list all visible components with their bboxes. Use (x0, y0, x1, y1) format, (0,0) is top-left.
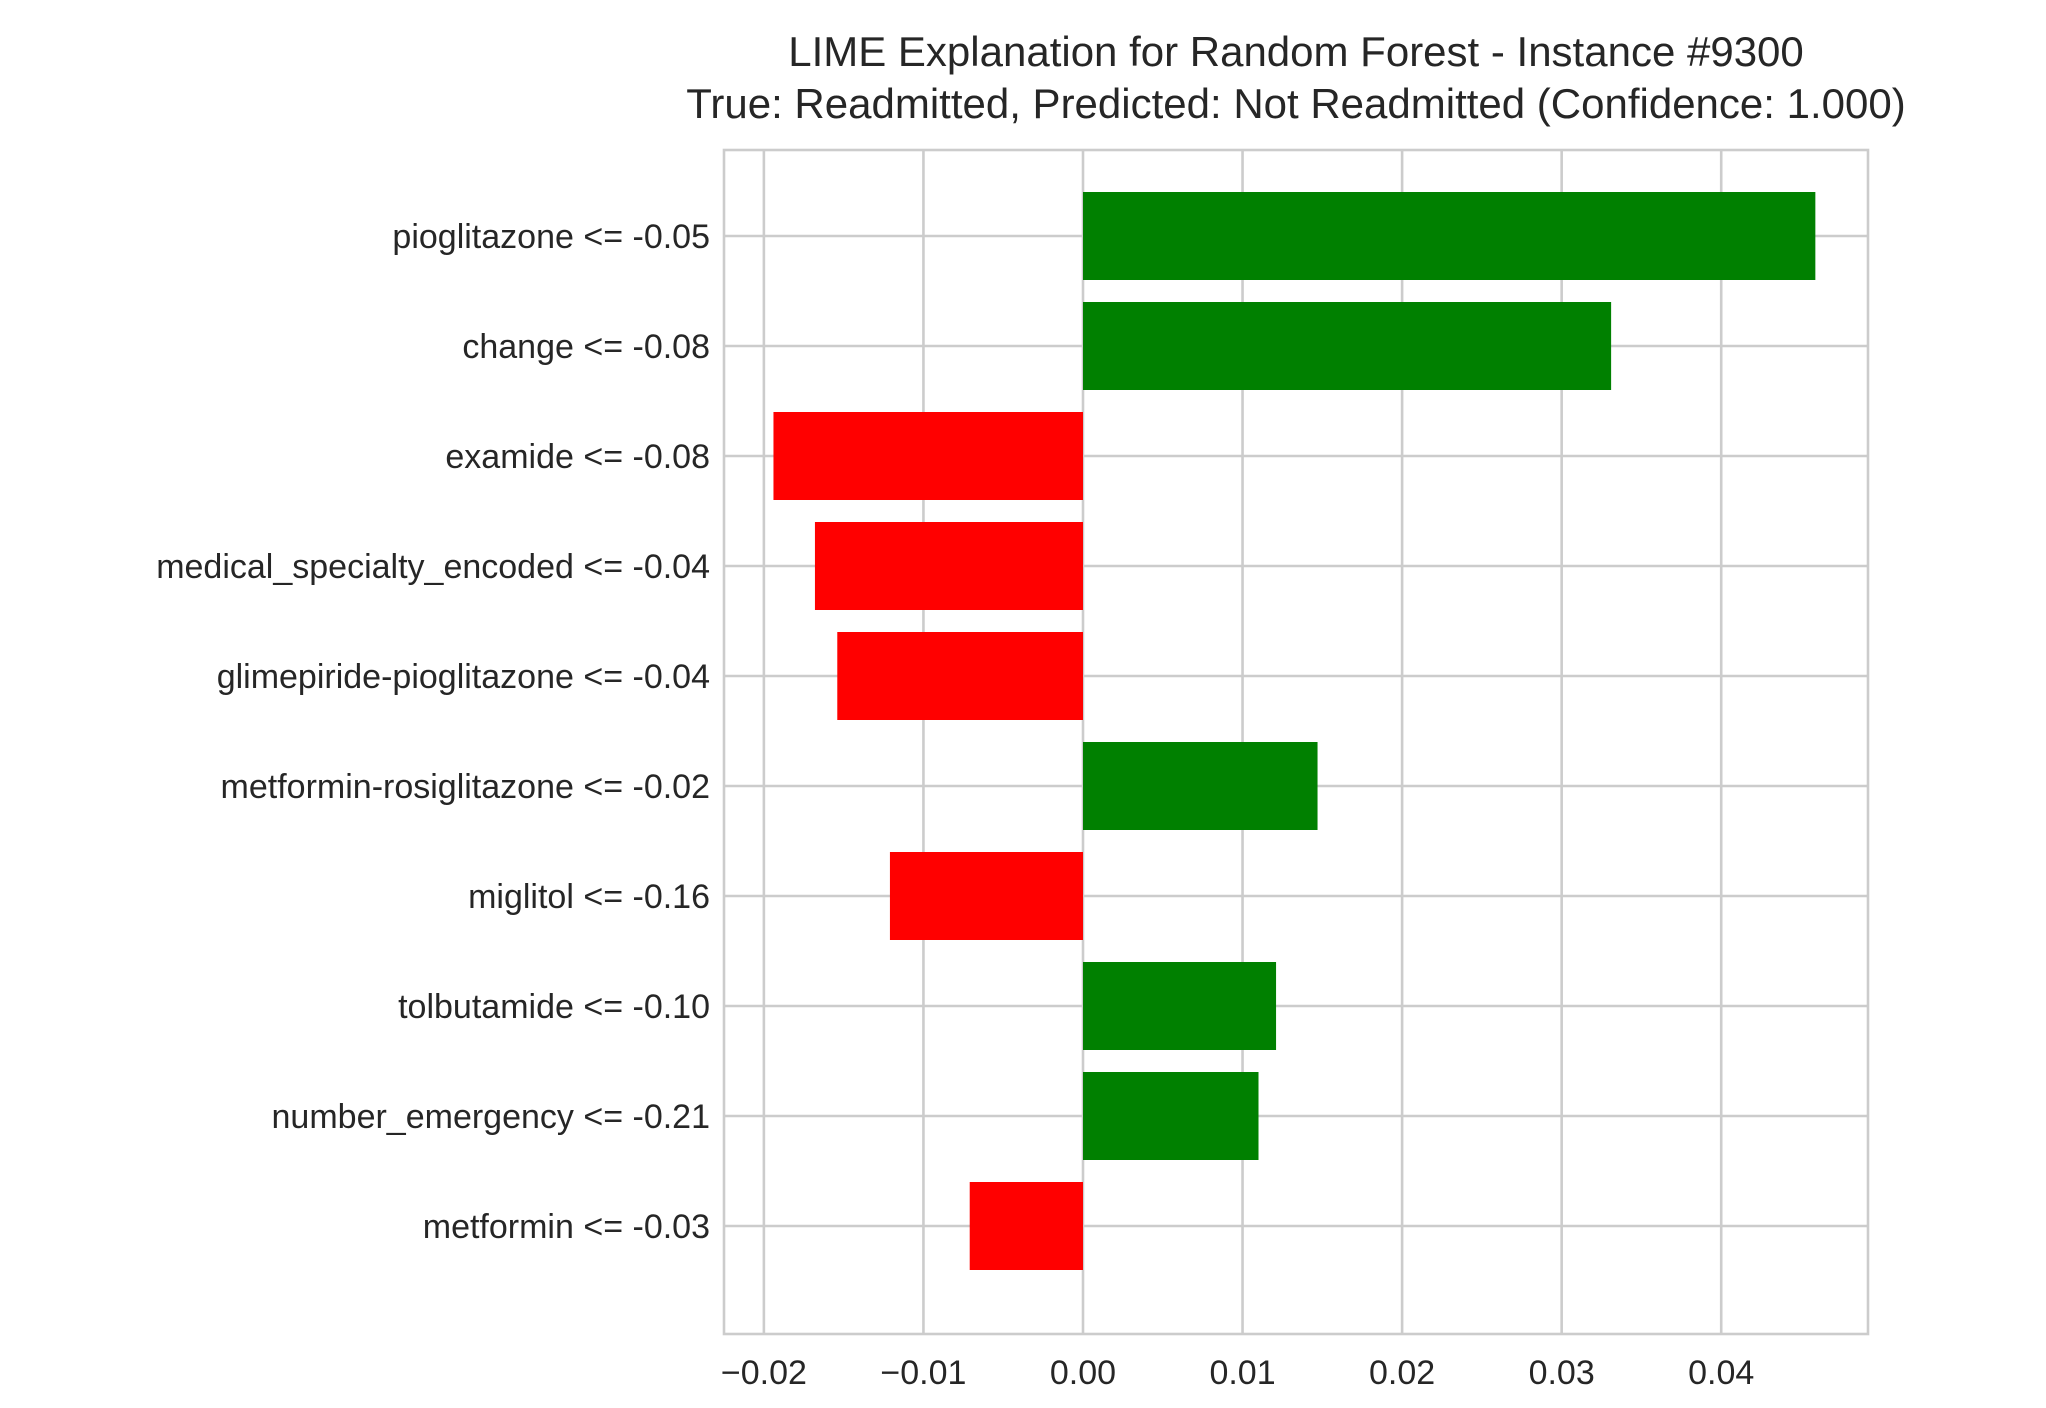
y-tick-label: miglitol <= -0.16 (468, 878, 710, 916)
y-tick-label: metformin <= -0.03 (423, 1208, 710, 1246)
bar-3 (773, 412, 1083, 500)
bar-8 (1082, 962, 1277, 1050)
bar-10 (969, 1182, 1083, 1270)
x-tick-labels: −0.02 −0.01 0.00 0.01 0.02 0.03 0.04 (721, 1354, 1754, 1392)
y-tick-label: metformin-rosiglitazone <= -0.02 (221, 768, 710, 806)
bar-9 (1082, 1072, 1259, 1160)
bar-5 (837, 632, 1083, 720)
bars (773, 192, 1816, 1270)
x-tick-label: −0.01 (880, 1354, 966, 1392)
y-tick-label: pioglitazone <= -0.05 (392, 218, 710, 256)
bar-7 (889, 852, 1083, 940)
y-tick-label: examide <= -0.08 (445, 438, 710, 476)
x-tick-label: 0.04 (1688, 1354, 1754, 1392)
y-tick-label: tolbutamide <= -0.10 (398, 988, 710, 1026)
bar-6 (1082, 742, 1318, 830)
x-tick-label: 0.02 (1369, 1354, 1435, 1392)
y-tick-label: glimepiride-pioglitazone <= -0.04 (217, 658, 710, 696)
y-tick-labels: pioglitazone <= -0.05 change <= -0.08 exam… (156, 218, 710, 1246)
bar-1 (1082, 192, 1816, 280)
x-tick-label: 0.01 (1209, 1354, 1275, 1392)
x-tick-label: 0.03 (1529, 1354, 1595, 1392)
plot-frame (722, 148, 1870, 1336)
y-tick-label: number_emergency <= -0.21 (272, 1098, 710, 1136)
x-tick-label: 0.00 (1050, 1354, 1116, 1392)
x-tick-label: −0.02 (721, 1354, 807, 1392)
bar-4 (814, 522, 1083, 610)
y-tick-label: change <= -0.08 (462, 328, 710, 366)
bar-2 (1082, 302, 1612, 390)
chart-title-line-2: True: Readmitted, Predicted: Not Readmit… (686, 80, 1905, 127)
y-tick-label: medical_specialty_encoded <= -0.04 (156, 548, 710, 586)
chart-title-line-1: LIME Explanation for Random Forest - Ins… (788, 28, 1804, 75)
